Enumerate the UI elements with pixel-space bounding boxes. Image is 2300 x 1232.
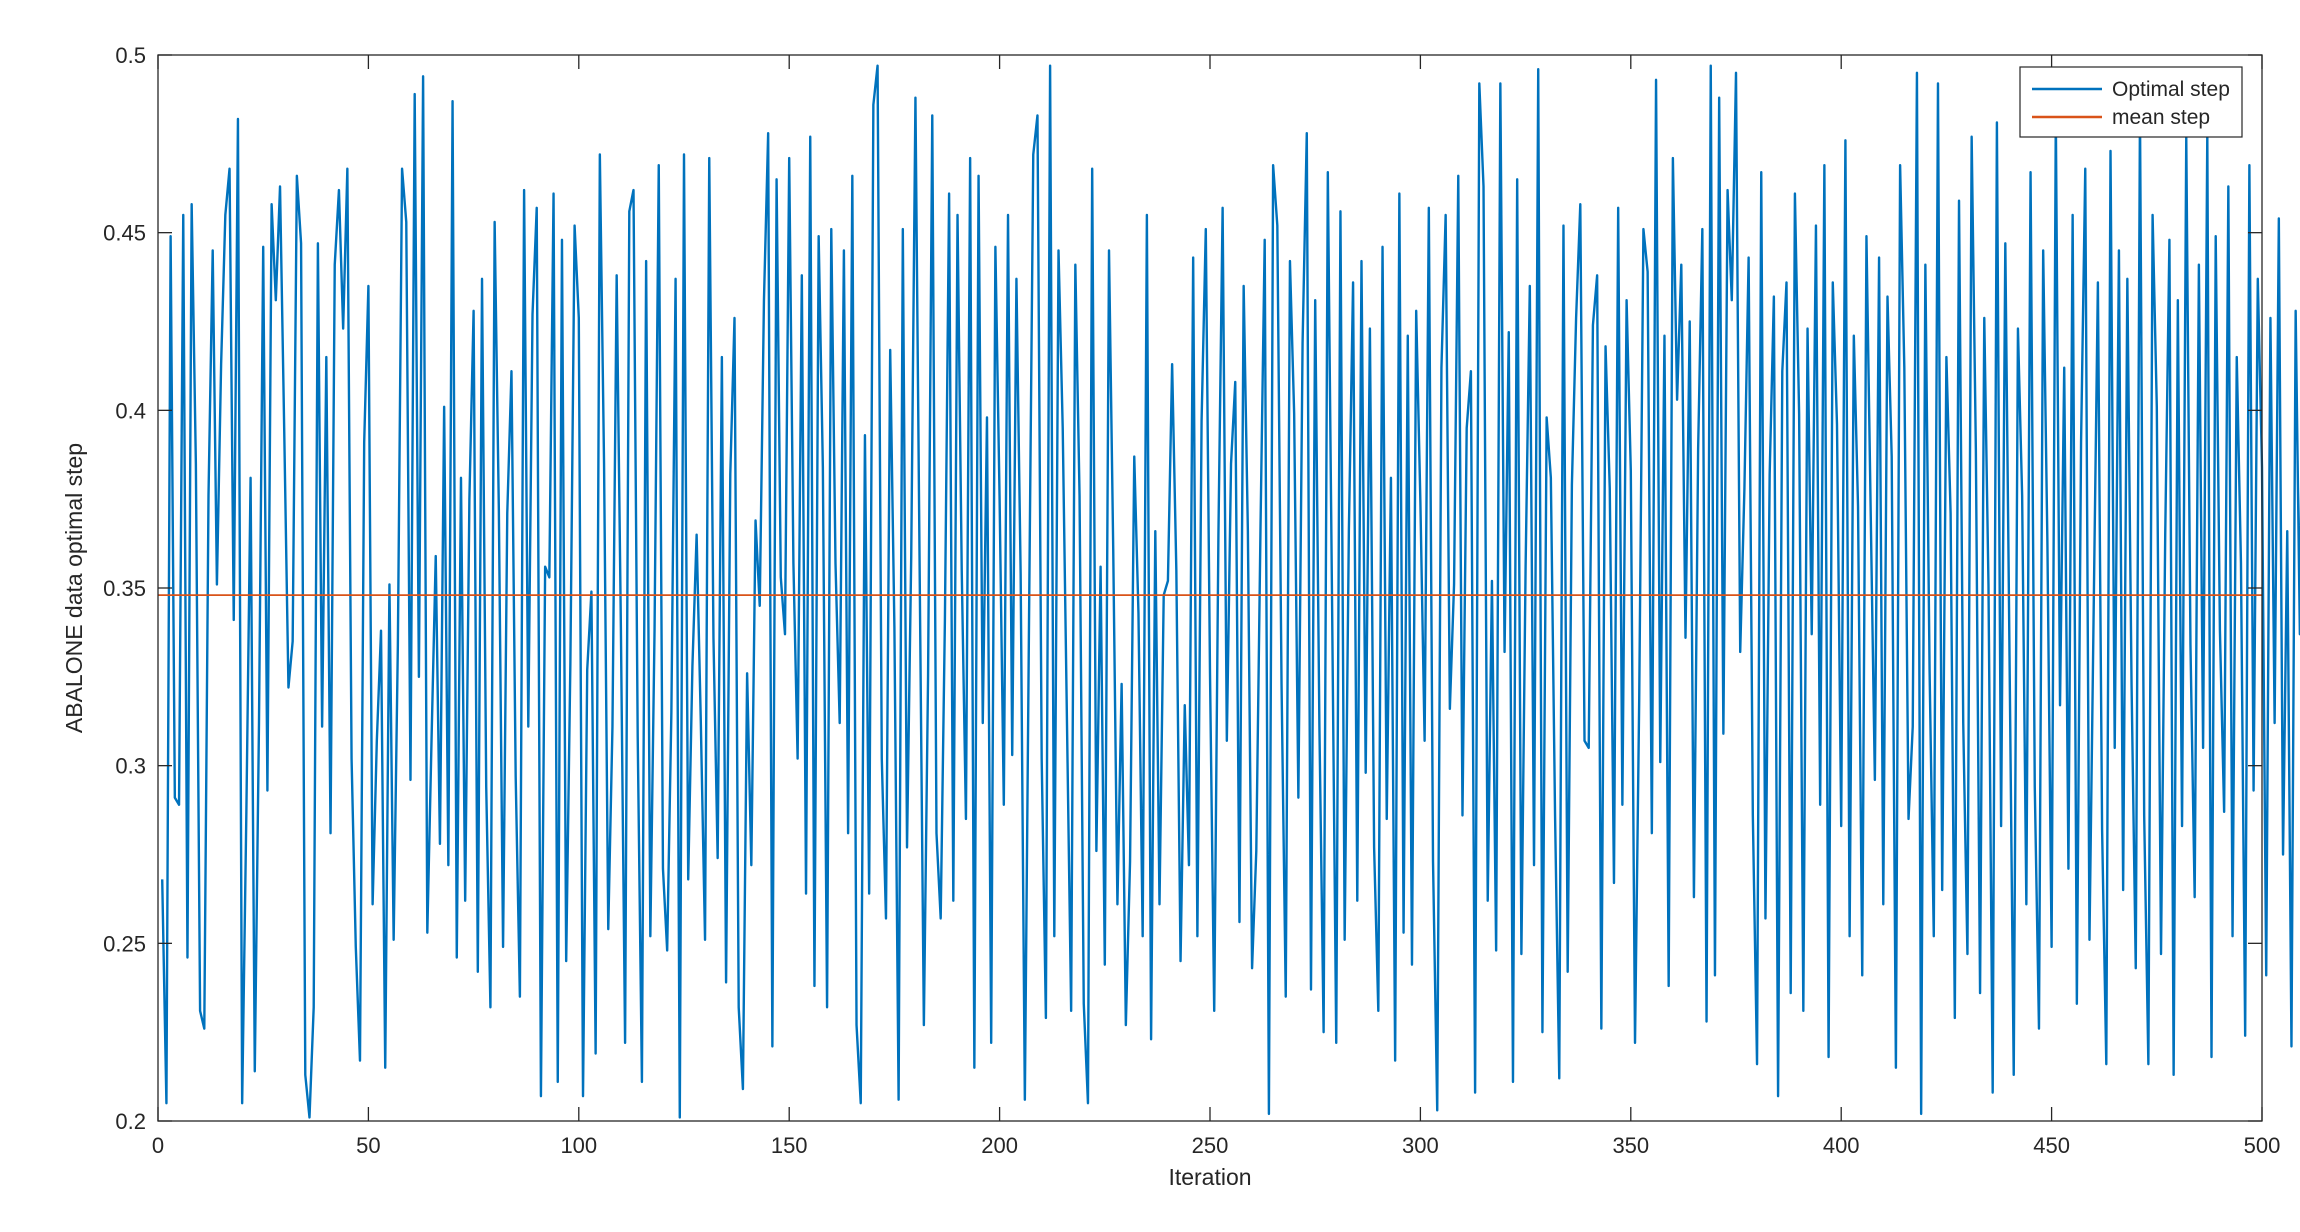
x-tick-label: 100 (560, 1133, 597, 1158)
y-tick-label: 0.35 (103, 576, 146, 601)
y-tick-label: 0.4 (115, 398, 146, 423)
y-tick-label: 0.25 (103, 931, 146, 956)
legend-label-mean-step: mean step (2112, 106, 2210, 129)
x-tick-label: 250 (1192, 1133, 1229, 1158)
series-layer (158, 64, 2300, 1119)
y-tick-label: 0.2 (115, 1109, 146, 1134)
x-tick-label: 200 (981, 1133, 1018, 1158)
x-tick-label: 50 (356, 1133, 380, 1158)
legend-box (2019, 66, 2243, 138)
y-tick-label: 0.5 (115, 43, 146, 68)
legend-label-optimal-step: Optimal step (2112, 78, 2230, 101)
x-tick-label: 300 (1402, 1133, 1439, 1158)
x-tick-label: 450 (2033, 1133, 2070, 1158)
x-tick-label: 400 (1823, 1133, 1860, 1158)
x-axis-label: Iteration (1168, 1164, 1251, 1190)
y-axis-label: ABALONE data optimal step (61, 443, 87, 733)
y-tick-label: 0.3 (115, 754, 146, 779)
axes-layer: 0 50 100 150 200 250 300 350 400 450 500 0.2 0.25 0.3… (103, 43, 2280, 1158)
series-line-optimal-step (161, 64, 2300, 1119)
x-tick-label: 0 (152, 1133, 164, 1158)
x-tick-label: 500 (2244, 1133, 2281, 1158)
legend: Optimal step mean step (2019, 66, 2243, 138)
y-tick-label: 0.45 (103, 221, 146, 246)
x-tick-label: 350 (1612, 1133, 1649, 1158)
x-tick-label: 150 (771, 1133, 808, 1158)
